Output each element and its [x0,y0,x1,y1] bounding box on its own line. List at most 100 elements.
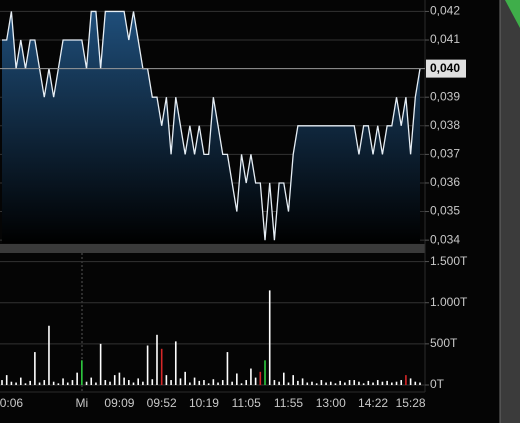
volume-bar [386,380,388,385]
last-price-label: 0,040 [430,61,460,75]
x-tick-label: 14:22 [358,396,388,410]
y-tick-label: 0,035 [430,204,460,218]
volume-bar [231,381,233,385]
volume-bar [245,380,248,385]
volume-bar [292,375,294,385]
volume-bar [221,380,224,385]
volume-bar [160,348,163,385]
x-tick-label: Mi [76,396,89,410]
volume-bar [391,382,393,385]
volume-bar [142,381,144,385]
volume-bar [240,383,243,385]
volume-bar [273,380,276,385]
volume-bar [43,380,46,385]
volume-bar [38,382,41,385]
volume-bar [57,383,60,385]
volume-bar [165,375,168,385]
volume-bar [95,382,97,385]
volume-bar [419,382,421,385]
volume-bar [179,378,182,385]
volume-bar [189,382,191,385]
volume-bar [297,380,299,385]
volume-bar [414,381,417,385]
volume-bar [76,372,78,385]
volume-bar [66,382,69,385]
volume-bar [203,380,205,385]
y-tick-label: 0,042 [430,4,460,18]
volume-bar [409,378,412,385]
volume-bar [395,381,398,385]
volume-bar [90,377,93,385]
x-tick-label: 09:52 [147,396,177,410]
volume-bar [113,375,116,385]
side-panel [500,0,520,423]
volume-bar [268,290,271,385]
volume-bar [325,382,327,385]
volume-bar [315,383,318,385]
last-price-box [426,59,466,78]
volume-bar [170,380,172,385]
y-tick-label: 500T [430,336,458,350]
x-tick-label: 0:06 [0,396,23,410]
y-tick-label: 0,038 [430,118,460,132]
volume-bar [287,382,290,385]
panel-separator [0,244,425,253]
volume-bar [282,372,285,385]
x-tick-label: 09:09 [104,396,134,410]
volume-bar [344,382,346,385]
volume-bar [376,380,379,385]
volume-bar [81,360,83,385]
volume-bar [207,383,210,385]
volume-bar [151,379,154,385]
volume-bar [34,352,36,385]
volume-bar [301,378,304,385]
volume-bar [99,343,102,385]
volume-bar [15,382,17,385]
y-tick-label: 0T [430,377,445,391]
y-tick-label: 0,037 [430,147,460,161]
x-tick-label: 13:00 [316,396,346,410]
volume-bar [19,377,22,385]
volume-bar [278,381,280,385]
volume-bar [62,378,64,385]
volume-bar [217,382,219,385]
volume-bar [156,334,158,385]
volume-bar [367,380,370,385]
volume-bar [198,380,201,385]
x-tick-label: 11:05 [232,396,261,410]
volume-bar [236,373,238,385]
volume-bar [137,378,140,385]
volume-bar [123,377,125,385]
y-tick-label: 0,041 [430,32,460,46]
volume-bar [254,377,257,385]
volume-bar [174,341,177,385]
x-tick-label: 15:28 [396,396,426,410]
volume-bar [334,383,337,385]
volume-bar [132,382,135,385]
volume-bar [5,375,8,385]
corner-badge [505,0,520,28]
y-tick-label: 0,039 [430,89,460,103]
y-tick-label: 1.000T [430,295,468,309]
volume-bar [52,381,55,385]
volume-bar [311,381,313,385]
x-tick-label: 11:55 [274,396,303,410]
volume-bar [381,381,384,385]
volume-bar [400,380,403,385]
volume-bar [358,381,360,385]
y-tick-label: 0,034 [430,232,460,246]
volume-bar [372,382,374,385]
volume-bar [146,345,149,385]
y-tick-label: 0,036 [430,175,460,189]
volume-bar [405,375,407,385]
volume-bar [48,325,50,385]
volume-bar [348,380,351,385]
volume-bar [306,382,309,385]
volume-bar [24,383,27,385]
volume-bar [362,383,365,385]
volume-bar [184,371,186,385]
volume-bar [259,371,262,385]
volume-bar [320,380,323,385]
volume-bar [71,380,74,385]
